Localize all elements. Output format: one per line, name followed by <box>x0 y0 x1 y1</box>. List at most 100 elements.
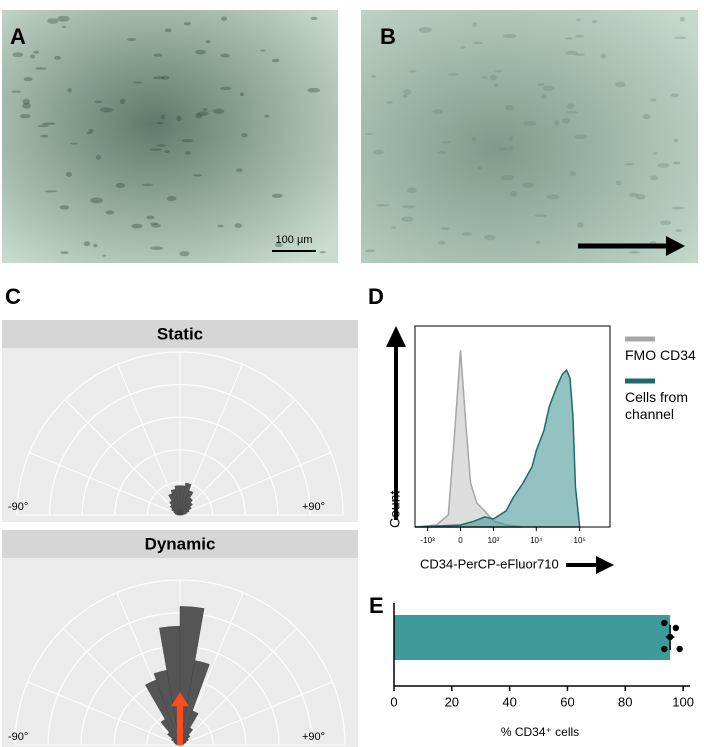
cell <box>95 154 102 160</box>
cell <box>577 222 584 228</box>
cell <box>205 40 211 44</box>
panel-label: B <box>380 24 396 49</box>
cell <box>150 246 164 250</box>
cell <box>264 114 270 118</box>
cell <box>160 114 166 120</box>
cell <box>202 108 208 111</box>
cell <box>176 115 182 122</box>
cell <box>447 73 460 76</box>
rose-bar <box>179 660 210 746</box>
mean-vector-head <box>171 692 189 707</box>
cell <box>670 93 679 98</box>
cell <box>93 243 98 248</box>
cell <box>236 168 243 172</box>
cell <box>149 148 163 151</box>
legend-label: FMO CD34 <box>625 347 696 363</box>
cell <box>88 128 94 133</box>
cell <box>494 83 499 88</box>
cell <box>494 70 503 73</box>
cell <box>471 137 477 142</box>
cell <box>386 101 393 105</box>
cell <box>61 25 67 28</box>
cell <box>472 22 478 28</box>
cell <box>146 215 155 220</box>
plot-frame <box>414 325 611 528</box>
cell <box>508 135 514 142</box>
cell <box>508 146 513 152</box>
panel-label: D <box>368 284 384 309</box>
cell <box>534 214 548 218</box>
cell <box>131 223 143 229</box>
cell <box>391 226 397 229</box>
cell <box>375 204 390 207</box>
x-axis-label: CD34-PerCP-eFluor710 <box>420 556 559 571</box>
cell <box>635 193 646 200</box>
rose-bar <box>179 502 193 516</box>
cell <box>461 232 472 236</box>
x-tick-label: 100 <box>672 694 694 709</box>
cell <box>553 120 559 126</box>
cell <box>132 81 143 84</box>
cell <box>537 82 545 86</box>
cell <box>500 174 515 181</box>
cell <box>164 149 170 153</box>
cell <box>402 94 408 98</box>
cell <box>183 22 192 26</box>
cell <box>151 223 161 228</box>
cell <box>659 220 672 226</box>
panel-header <box>2 530 358 558</box>
cell <box>460 46 466 49</box>
cell <box>22 102 31 109</box>
spoke <box>62 627 181 746</box>
cell <box>319 250 326 254</box>
cell <box>523 121 537 127</box>
cell <box>574 34 584 38</box>
cell <box>33 50 39 54</box>
cell <box>437 241 446 245</box>
cell <box>406 187 417 194</box>
flow-arrow-head <box>666 236 685 256</box>
cell <box>541 94 547 100</box>
cell <box>23 77 33 82</box>
cell <box>472 41 484 45</box>
cell <box>153 53 163 57</box>
cell <box>504 104 515 111</box>
cell <box>401 216 414 222</box>
cell <box>65 172 73 177</box>
cell <box>673 138 679 143</box>
rose-bar <box>179 727 194 746</box>
cell <box>221 16 228 21</box>
cell <box>164 28 172 33</box>
cell <box>47 18 59 24</box>
cell <box>600 53 607 59</box>
cell <box>241 132 248 138</box>
x-arrow-head <box>596 556 614 574</box>
cell <box>37 124 49 128</box>
cell <box>271 193 283 199</box>
cell <box>657 162 670 168</box>
cell <box>161 75 170 80</box>
x-axis-label: % CD34⁺ cells <box>501 725 579 739</box>
cell <box>67 88 72 93</box>
micrograph-b <box>361 10 698 263</box>
cell <box>30 54 36 59</box>
cell <box>569 171 576 177</box>
cell <box>522 182 535 189</box>
spoke <box>179 364 243 516</box>
y-arrow-head <box>386 326 406 347</box>
cell <box>11 90 22 93</box>
density-area <box>414 368 581 528</box>
cell <box>403 89 412 95</box>
theta-tick-label: -90° <box>8 731 28 743</box>
cell <box>179 250 190 257</box>
cell <box>141 183 154 186</box>
cell <box>576 18 581 22</box>
spoke <box>29 452 181 516</box>
cell <box>34 67 47 70</box>
cell <box>166 195 177 202</box>
cell-texture <box>11 15 687 257</box>
micrograph-a <box>2 10 338 263</box>
spoke <box>179 399 296 516</box>
cell <box>591 19 598 24</box>
